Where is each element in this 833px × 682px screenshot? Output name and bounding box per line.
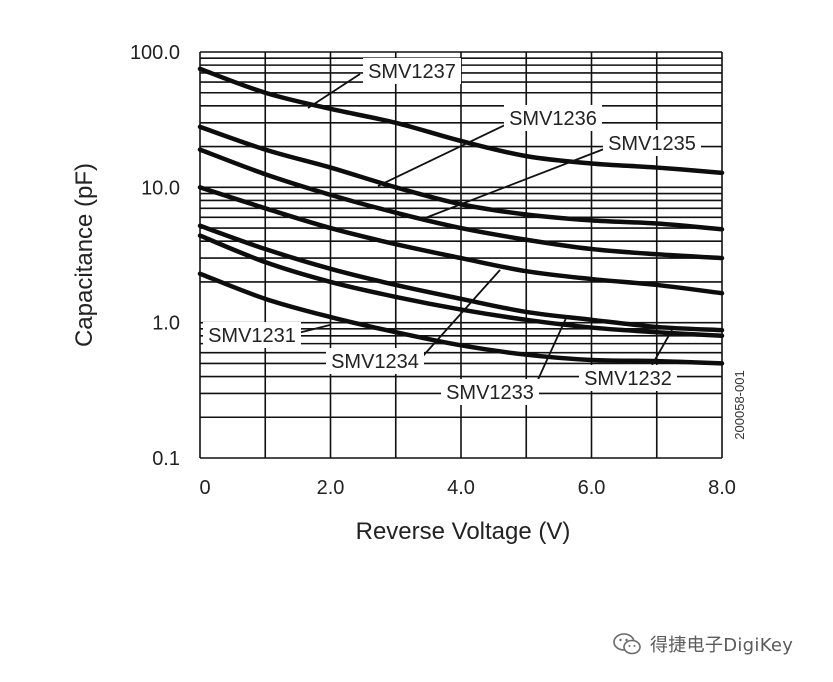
callout-background bbox=[579, 365, 677, 391]
series-line-smv1232 bbox=[197, 271, 725, 366]
x-tick-label: 4.0 bbox=[447, 477, 475, 499]
x-tick-label: 2.0 bbox=[317, 477, 345, 499]
series-callouts: SMV1237 SMV1236 SMV1235 SMV1234 SMV1233 SMV12… bbox=[203, 58, 701, 405]
series-line-smv1231 bbox=[197, 233, 725, 339]
series-line-smv1234 bbox=[197, 185, 725, 296]
callout-background bbox=[203, 322, 301, 348]
series-label-smv1233: SMV1233 bbox=[446, 382, 534, 404]
y-tick-label: 100.0 bbox=[130, 42, 180, 64]
wechat-icon bbox=[613, 633, 641, 655]
callout-leader-smv1232 bbox=[651, 329, 673, 366]
callout-background bbox=[326, 348, 424, 374]
callout-background bbox=[363, 58, 461, 84]
y-tick-label: 1.0 bbox=[152, 313, 180, 335]
watermark: 得捷电子DigiKey bbox=[612, 628, 793, 660]
series-curves bbox=[197, 66, 725, 366]
callout-leader-smv1231 bbox=[297, 324, 331, 334]
callout-background bbox=[504, 105, 602, 131]
figure-id: 200058-001 bbox=[732, 370, 747, 439]
callout-leader-smv1234 bbox=[422, 269, 501, 357]
callout-leader-smv1237 bbox=[307, 73, 361, 109]
series-line-smv1233 bbox=[197, 223, 725, 333]
series-label-smv1236: SMV1236 bbox=[509, 108, 597, 130]
series-line-smv1237 bbox=[197, 66, 725, 176]
series-line-smv1235 bbox=[197, 147, 725, 261]
watermark-text: 得捷电子DigiKey bbox=[650, 635, 794, 656]
tick-labels: 0 2.0 4.0 6.0 8.0 0.1 1.0 10.0 100.0 bbox=[130, 42, 736, 499]
y-tick-label: 10.0 bbox=[141, 177, 180, 199]
x-tick-label: 8.0 bbox=[708, 477, 736, 499]
series-label-smv1235: SMV1235 bbox=[608, 133, 696, 155]
series-label-smv1232: SMV1232 bbox=[584, 368, 672, 390]
callout-background bbox=[603, 130, 701, 156]
callout-leader-smv1236 bbox=[377, 124, 506, 187]
series-label-smv1231: SMV1231 bbox=[208, 325, 296, 347]
series-label-smv1237: SMV1237 bbox=[368, 61, 456, 83]
callout-background bbox=[441, 379, 539, 405]
x-axis-title: Reverse Voltage (V) bbox=[356, 518, 571, 545]
series-label-smv1234: SMV1234 bbox=[331, 351, 419, 373]
x-tick-label: 6.0 bbox=[578, 477, 606, 499]
y-tick-label: 0.1 bbox=[152, 448, 180, 470]
callout-leader-smv1233 bbox=[535, 315, 568, 385]
x-tick-label: 0 bbox=[199, 477, 210, 499]
y-axis-title: Capacitance (pF) bbox=[71, 163, 98, 347]
callout-leader-smv1235 bbox=[419, 148, 605, 221]
